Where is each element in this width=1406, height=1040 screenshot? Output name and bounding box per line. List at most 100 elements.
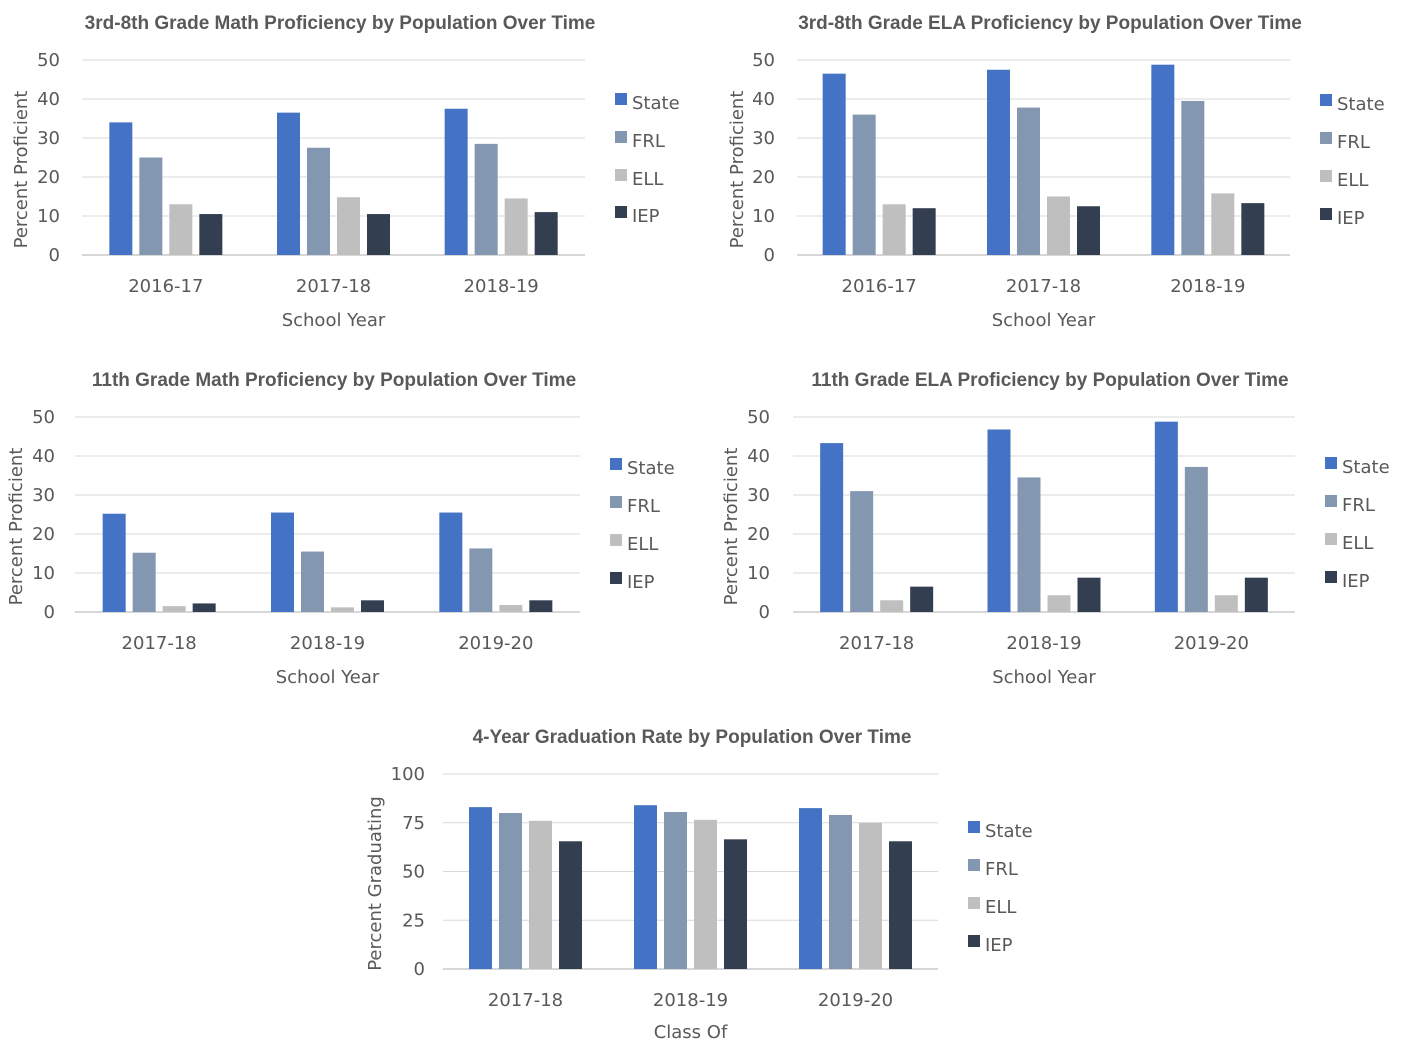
bar-ell-2017-18 — [1047, 196, 1070, 255]
chart-math-11: 11th Grade Math Proficiency by Populatio… — [0, 357, 700, 697]
bar-ell-2018-19 — [1211, 193, 1235, 255]
legend-label-iep: IEP — [1342, 571, 1370, 592]
legend-swatch-frl — [610, 496, 622, 508]
legend-swatch-iep — [610, 572, 622, 584]
legend-swatch-state — [1320, 94, 1332, 106]
bar-ell-2019-20 — [499, 604, 523, 612]
bar-iep-2017-18 — [910, 586, 934, 612]
bar-state-2019-20 — [799, 808, 822, 969]
bar-state-2018-19 — [987, 429, 1011, 612]
chart-ela-3-8: 3rd-8th Grade ELA Proficiency by Populat… — [715, 0, 1405, 340]
legend-label-state: State — [1337, 94, 1385, 115]
bar-frl-2019-20 — [469, 548, 493, 612]
x-category-label: 2018-19 — [1006, 633, 1081, 654]
y-tick-label: 30 — [747, 485, 770, 506]
y-tick-label: 0 — [759, 602, 770, 623]
bar-iep-2017-18 — [367, 214, 390, 255]
legend-label-ell: ELL — [985, 897, 1016, 918]
x-category-label: 2017-18 — [839, 633, 914, 654]
bar-ell-2019-20 — [859, 822, 882, 969]
bar-frl-2017-18 — [307, 147, 330, 255]
bar-frl-2016-17 — [139, 157, 163, 255]
bar-ell-2018-19 — [694, 819, 717, 969]
legend-label-ell: ELL — [627, 534, 658, 555]
y-tick-label: 50 — [402, 862, 425, 883]
bar-iep-2018-19 — [361, 600, 384, 612]
bar-iep-2018-19 — [724, 839, 747, 969]
chart-svg: 11th Grade Math Proficiency by Populatio… — [6, 370, 675, 688]
bar-iep-2018-19 — [1241, 203, 1265, 255]
bar-frl-2019-20 — [829, 814, 852, 969]
legend-swatch-state — [610, 458, 622, 470]
x-axis-label: Class Of — [654, 1022, 728, 1040]
y-tick-label: 100 — [391, 764, 425, 785]
chart-title: 11th Grade ELA Proficiency by Population… — [811, 370, 1288, 391]
bar-ell-2017-18 — [529, 820, 552, 969]
bar-state-2018-19 — [271, 512, 294, 612]
x-axis-label: School Year — [282, 310, 386, 331]
legend-label-iep: IEP — [632, 206, 660, 227]
bar-ell-2017-18 — [880, 600, 904, 612]
chart-svg: 3rd-8th Grade Math Proficiency by Popula… — [11, 13, 680, 331]
legend-swatch-frl — [615, 131, 627, 143]
y-tick-label: 50 — [747, 407, 770, 428]
y-tick-label: 40 — [37, 89, 60, 110]
y-tick-label: 50 — [752, 50, 775, 71]
y-tick-label: 40 — [32, 446, 55, 467]
y-tick-label: 10 — [752, 206, 775, 227]
y-axis-label: Percent Proficient — [11, 91, 32, 249]
y-tick-label: 20 — [37, 167, 60, 188]
bar-frl-2017-18 — [850, 491, 874, 612]
bar-state-2017-18 — [277, 112, 300, 256]
legend-swatch-ell — [610, 534, 622, 546]
legend-label-frl: FRL — [985, 859, 1018, 880]
x-category-label: 2018-19 — [653, 990, 728, 1011]
legend-swatch-frl — [1325, 495, 1337, 507]
chart-svg: 4-Year Graduation Rate by Population Ove… — [365, 727, 1033, 1040]
x-category-label: 2017-18 — [1006, 276, 1081, 297]
y-tick-label: 30 — [752, 128, 775, 149]
y-tick-label: 0 — [44, 602, 55, 623]
bar-state-2019-20 — [1154, 421, 1178, 612]
legend-swatch-frl — [968, 859, 980, 871]
legend-label-iep: IEP — [1337, 208, 1365, 229]
y-tick-label: 20 — [752, 167, 775, 188]
bar-state-2018-19 — [634, 805, 657, 969]
legend-swatch-ell — [968, 897, 980, 909]
bar-state-2016-17 — [822, 73, 846, 256]
bar-iep-2019-20 — [889, 841, 912, 969]
bar-frl-2017-18 — [499, 813, 522, 969]
legend-swatch-state — [615, 93, 627, 105]
y-axis-label: Percent Proficient — [727, 91, 748, 249]
bar-state-2019-20 — [439, 512, 463, 612]
y-tick-label: 50 — [37, 50, 60, 71]
x-category-label: 2019-20 — [818, 990, 893, 1011]
x-category-label: 2018-19 — [464, 276, 539, 297]
legend-label-frl: FRL — [1337, 132, 1370, 153]
bar-ell-2018-19 — [1047, 595, 1071, 612]
bar-ell-2016-17 — [169, 204, 193, 255]
bar-iep-2017-18 — [192, 603, 216, 612]
bar-frl-2017-18 — [132, 552, 156, 612]
chart-ela-11: 11th Grade ELA Proficiency by Population… — [715, 357, 1405, 697]
bar-state-2017-18 — [820, 443, 844, 612]
y-axis-label: Percent Proficient — [6, 448, 27, 606]
x-category-label: 2019-20 — [1174, 633, 1249, 654]
chart-svg: 11th Grade ELA Proficiency by Population… — [721, 370, 1390, 688]
bar-state-2017-18 — [469, 807, 492, 969]
chart-graduation-rate: 4-Year Graduation Rate by Population Ove… — [353, 714, 1053, 1040]
bar-iep-2018-19 — [534, 212, 558, 255]
legend-label-state: State — [1342, 457, 1390, 478]
legend-label-ell: ELL — [1337, 170, 1368, 191]
bar-ell-2017-18 — [337, 197, 360, 255]
legend-label-iep: IEP — [985, 935, 1013, 956]
y-tick-label: 40 — [752, 89, 775, 110]
legend-label-state: State — [627, 458, 675, 479]
y-tick-label: 20 — [32, 524, 55, 545]
chart-title: 3rd-8th Grade Math Proficiency by Popula… — [85, 13, 596, 34]
bar-frl-2019-20 — [1184, 466, 1208, 612]
legend-label-frl: FRL — [1342, 495, 1375, 516]
bar-frl-2018-19 — [1017, 477, 1041, 612]
bar-state-2018-19 — [444, 108, 468, 255]
